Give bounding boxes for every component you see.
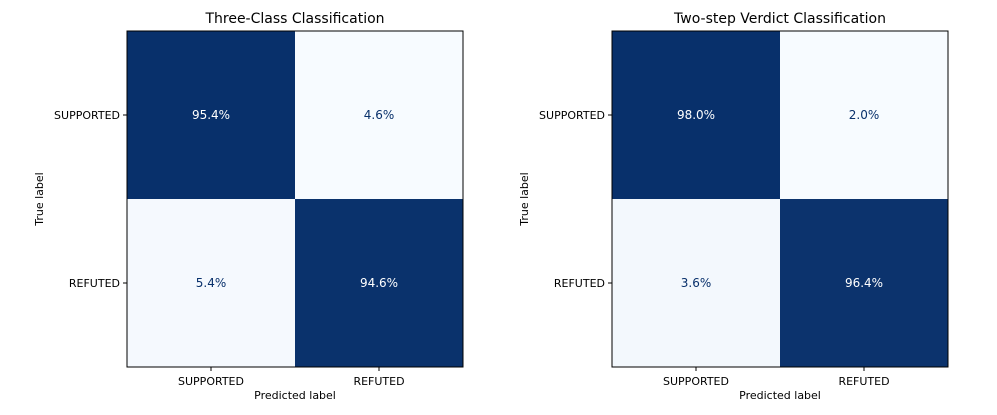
x-tick-label: SUPPORTED [178, 375, 244, 388]
matrix-cell [295, 199, 463, 367]
matrix-cell [780, 31, 948, 199]
x-tick-label: SUPPORTED [663, 375, 729, 388]
axes-frame [611, 30, 949, 368]
x-tick-label: REFUTED [838, 375, 889, 388]
matrix-cell [127, 199, 295, 367]
y-tick-label: REFUTED [69, 277, 120, 290]
matrix-cell [612, 199, 780, 367]
y-tick-label: REFUTED [554, 277, 605, 290]
cell-value-label: 4.6% [364, 108, 395, 122]
axes-frame [126, 30, 464, 368]
confusion-matrix-panel-1: 95.4% 4.6% 5.4% 94.6% SUPPORTED REFUTED SUPPOR… [33, 11, 464, 402]
cell-value-label: 5.4% [196, 276, 227, 290]
chart-title: Two-step Verdict Classification [673, 11, 886, 27]
x-axis-label: Predicted label [254, 389, 336, 402]
y-axis-label: True label [518, 172, 531, 226]
cell-value-label: 98.0% [677, 108, 715, 122]
y-tick-label: SUPPORTED [539, 109, 605, 122]
x-tick-label: REFUTED [353, 375, 404, 388]
cell-value-label: 2.0% [849, 108, 880, 122]
cell-value-label: 95.4% [192, 108, 230, 122]
cell-value-label: 96.4% [845, 276, 883, 290]
chart-title: Three-Class Classification [204, 11, 384, 27]
y-axis-label: True label [33, 172, 46, 226]
cell-value-label: 94.6% [360, 276, 398, 290]
confusion-matrix-panel-2: 98.0% 2.0% 3.6% 96.4% SUPPORTED REFUTED SUPPOR… [518, 11, 949, 402]
matrix-cell [780, 199, 948, 367]
y-tick-label: SUPPORTED [54, 109, 120, 122]
matrix-cell [127, 31, 295, 199]
x-axis-label: Predicted label [739, 389, 821, 402]
matrix-cell [612, 31, 780, 199]
matrix-cell [295, 31, 463, 199]
cell-value-label: 3.6% [681, 276, 712, 290]
